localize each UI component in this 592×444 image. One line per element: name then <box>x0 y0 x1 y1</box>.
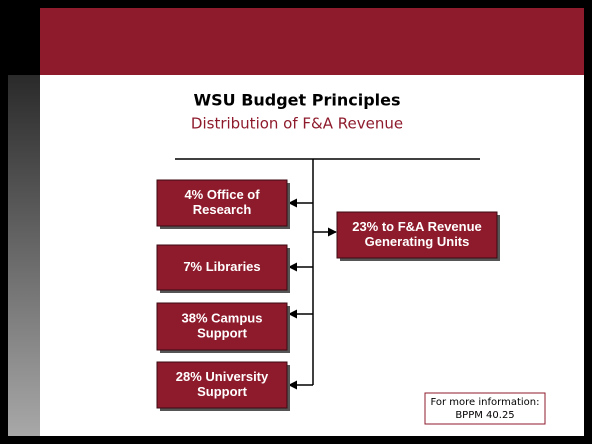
box-label: 28% University <box>176 369 269 384</box>
subtitle: Distribution of F&A Revenue <box>191 115 403 133</box>
box <box>336 211 498 259</box>
header-band <box>40 8 584 75</box>
box-label: 38% Campus <box>182 310 263 325</box>
box <box>156 179 288 227</box>
title: WSU Budget Principles <box>193 91 400 110</box>
box <box>156 302 288 351</box>
box-label: 7% Libraries <box>183 259 260 274</box>
connectors <box>175 158 480 390</box>
box-label: Research <box>193 202 252 217</box>
box <box>156 361 288 409</box>
box-label: 4% Office of <box>184 187 260 202</box>
header-corner <box>8 8 40 75</box>
box-label: Generating Units <box>365 234 470 249</box>
note-line: BPPM 40.25 <box>455 410 514 421</box>
box-label: Support <box>197 384 247 399</box>
box <box>156 244 288 291</box>
box-label: 23% to F&A Revenue <box>352 219 482 234</box>
note-line: For more information: <box>431 397 540 408</box>
side-bar <box>8 75 40 436</box>
box-label: Support <box>197 325 247 340</box>
note-box <box>424 392 546 425</box>
